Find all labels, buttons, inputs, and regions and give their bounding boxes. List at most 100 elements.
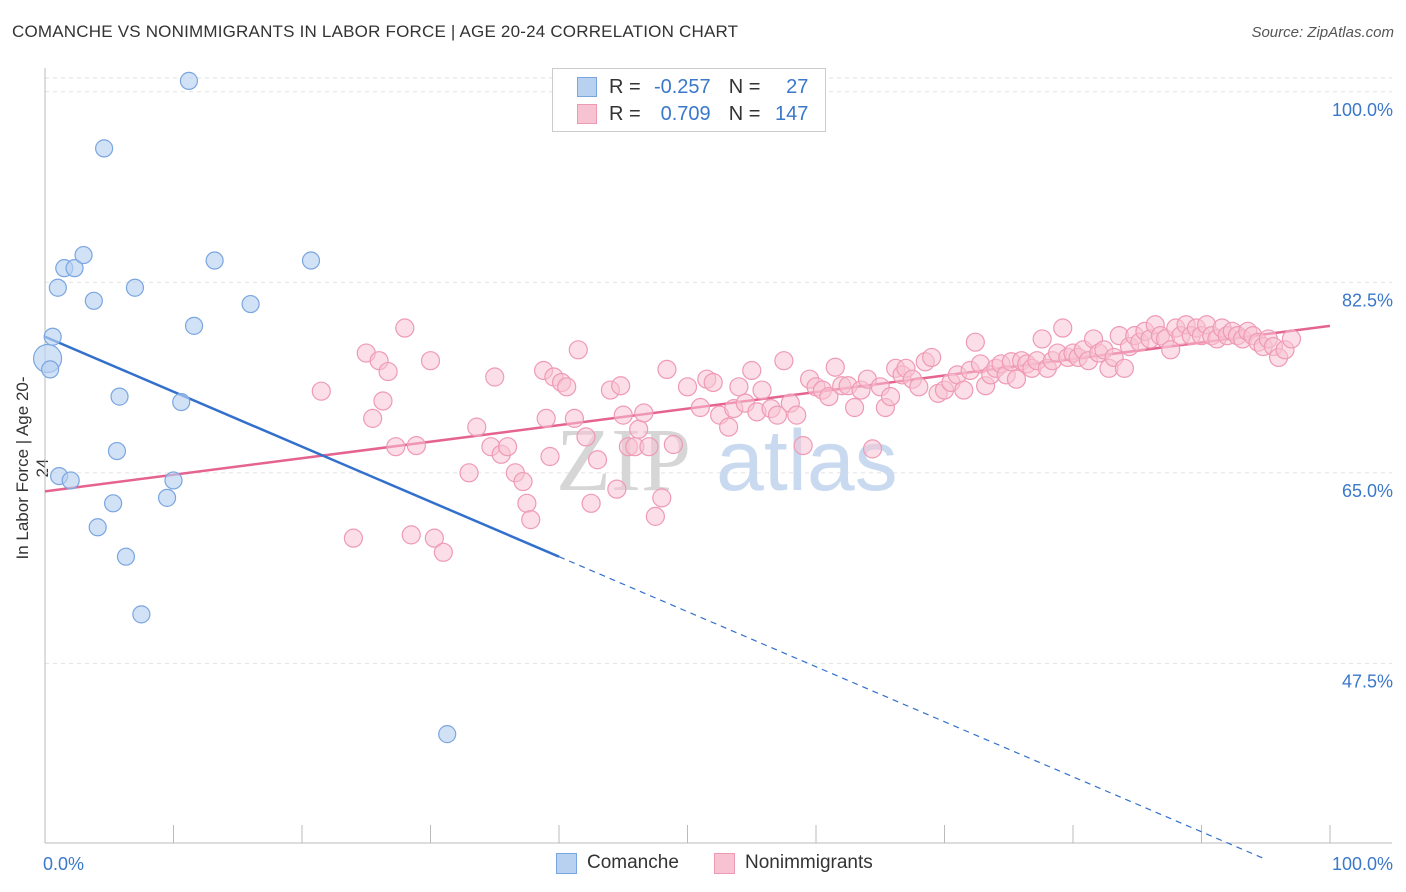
nonimmigrants-point xyxy=(433,542,453,562)
comanche-point xyxy=(164,471,183,490)
gridlines xyxy=(45,77,1392,664)
x-tick-label-max: 100.0% xyxy=(1332,854,1393,874)
nonimmigrants-legend-swatch xyxy=(714,852,735,874)
y-tick-label: 65.0% xyxy=(1342,481,1393,501)
legend-r-label: R = xyxy=(609,75,641,98)
nonimmigrants-point xyxy=(401,525,421,545)
nonimmigrants-point xyxy=(719,417,739,437)
comanche-point xyxy=(438,725,457,744)
nonimmigrants-point xyxy=(568,340,588,360)
comanche-legend-swatch xyxy=(556,852,577,874)
nonimmigrants-swatch xyxy=(577,104,597,124)
comanche-trend-extension xyxy=(558,556,1266,860)
legend-box: R = -0.257 N = 27 R = 0.709 N = 147 xyxy=(552,68,826,132)
nonimmigrants-point xyxy=(498,437,518,457)
comanche-point xyxy=(84,291,103,310)
nonimmigrants-point xyxy=(581,493,601,513)
nonimmigrants-point xyxy=(513,471,533,492)
nonimmigrants-point xyxy=(611,376,631,396)
comanche-point xyxy=(43,327,62,346)
nonimmigrants-point xyxy=(343,528,363,548)
comanche-r-value: -0.257 xyxy=(653,75,711,98)
nonimmigrants-point xyxy=(634,403,654,423)
nonimmigrants-point xyxy=(1161,340,1181,360)
comanche-point xyxy=(61,471,80,490)
nonimmigrants-point xyxy=(1114,358,1135,378)
comanche-point xyxy=(132,605,151,624)
nonimmigrants-point xyxy=(536,408,556,428)
legend-n-label: N = xyxy=(728,102,761,125)
nonimmigrants-point xyxy=(742,360,762,381)
nonimmigrants-point xyxy=(774,351,794,371)
nonimmigrants-point xyxy=(459,463,479,483)
comanche-point xyxy=(172,392,191,412)
nonimmigrants-point xyxy=(954,380,974,400)
nonimmigrants-point xyxy=(607,479,627,499)
tick-labels: 47.5% 65.0% 82.5% 100.0% 0.0% 100.0% xyxy=(43,100,1393,874)
comanche-point xyxy=(88,518,107,537)
nonimmigrants-point xyxy=(485,367,505,387)
comanche-point xyxy=(301,251,321,270)
comanche-point xyxy=(125,278,145,297)
nonimmigrants-point xyxy=(576,427,596,447)
nonimmigrants-point xyxy=(363,408,383,428)
comanche-points xyxy=(32,71,457,744)
nonimmigrants-point xyxy=(639,437,659,457)
source-credit: Source: ZipAtlas.com xyxy=(1251,24,1394,41)
y-tick-label: 47.5% xyxy=(1342,671,1393,691)
nonimmigrants-point xyxy=(862,439,883,459)
nonimmigrants-point xyxy=(378,361,398,382)
nonimmigrants-point xyxy=(564,408,585,428)
nonimmigrants-point xyxy=(703,372,723,393)
legend-n-label: N = xyxy=(728,75,761,98)
nonimmigrants-point xyxy=(645,506,665,526)
nonimmigrants-point xyxy=(587,450,608,470)
nonimmigrants-point xyxy=(1006,369,1027,389)
nonimmigrants-point xyxy=(652,488,672,508)
comanche-point xyxy=(184,316,204,335)
nonimmigrants-legend-label: Nonimmigrants xyxy=(745,852,873,873)
watermark-atlas: atlas xyxy=(716,413,898,509)
nonimmigrants-point xyxy=(1053,318,1073,338)
comanche-point xyxy=(74,245,93,265)
comanche-point xyxy=(65,259,84,278)
nonimmigrants-point xyxy=(752,380,772,400)
nonimmigrants-point xyxy=(825,357,845,377)
bottom-legend-nonimmigrants: Nonimmigrants xyxy=(714,852,873,874)
nonimmigrants-point xyxy=(663,434,683,455)
nonimmigrants-point xyxy=(922,347,942,368)
comanche-point xyxy=(41,360,60,379)
nonimmigrants-point xyxy=(613,405,633,425)
comanche-point xyxy=(116,547,136,566)
nonimmigrants-point xyxy=(1281,329,1302,349)
nonimmigrants-point xyxy=(521,510,541,530)
comanche-point xyxy=(107,441,127,461)
nonimmigrants-point xyxy=(844,397,865,418)
comanche-point xyxy=(104,494,123,513)
nonimmigrants-point xyxy=(793,436,813,456)
nonimmigrants-point xyxy=(517,493,537,513)
nonimmigrants-r-value: 0.709 xyxy=(660,102,711,125)
comanche-point xyxy=(241,294,260,314)
comanche-trend-line xyxy=(44,335,560,558)
comanche-swatch xyxy=(577,77,597,97)
nonimmigrants-point xyxy=(690,397,710,418)
nonimmigrants-point xyxy=(311,381,331,401)
legend-row-nonimmigrants: R = 0.709 N = 147 xyxy=(577,103,808,125)
legend-r-label: R = xyxy=(609,102,641,125)
nonimmigrants-point xyxy=(909,377,929,397)
comanche-point xyxy=(48,278,67,297)
nonimmigrants-point xyxy=(787,405,807,425)
nonimmigrants-point xyxy=(373,391,393,411)
legend-row-comanche: R = -0.257 N = 27 xyxy=(577,76,808,98)
nonimmigrants-point xyxy=(424,528,444,548)
nonimmigrants-point xyxy=(1032,329,1052,349)
nonimmigrants-point xyxy=(880,387,901,407)
x-tick-label-min: 0.0% xyxy=(43,854,84,874)
comanche-point xyxy=(179,71,199,90)
nonimmigrants-point xyxy=(386,437,406,457)
nonimmigrants-n-value: 147 xyxy=(775,102,809,125)
axes xyxy=(44,68,1392,844)
comanche-point xyxy=(205,251,224,270)
